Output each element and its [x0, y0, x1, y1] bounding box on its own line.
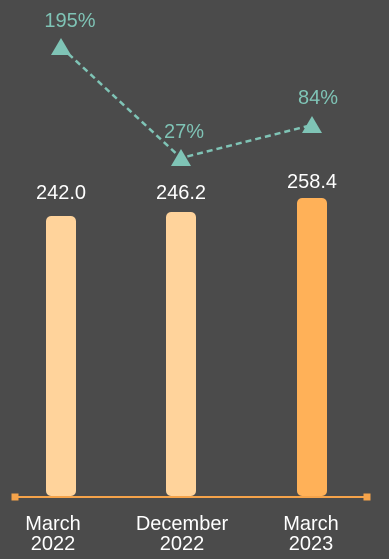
bar-2	[166, 212, 196, 496]
bar-3	[297, 198, 327, 496]
x-axis-cap-2	[363, 493, 371, 501]
bar-value-label-1: 242.0	[36, 182, 86, 204]
percent-label-3: 84%	[298, 87, 338, 109]
bar-value-label-2: 246.2	[156, 182, 206, 204]
x-axis	[11, 493, 371, 501]
percent-marker-1	[51, 38, 71, 55]
bars-group	[46, 198, 327, 496]
category-label-2: December 2022	[136, 513, 229, 555]
bar-1	[46, 216, 76, 496]
percent-label-1: 195%	[44, 10, 95, 32]
percent-marker-3	[302, 116, 322, 133]
x-axis-cap-1	[11, 493, 19, 501]
percent-marker-2	[171, 149, 191, 166]
category-label-1: March 2022	[25, 513, 81, 555]
percent-line-group: 195% 27% 84%	[44, 10, 338, 166]
percent-label-2: 27%	[164, 121, 204, 143]
bar-value-label-3: 258.4	[287, 171, 337, 193]
category-label-3: March 2023	[283, 513, 339, 555]
bar-labels-group: 242.0 246.2 258.4	[36, 171, 337, 204]
category-labels-group: March 2022 December 2022 March 2023	[25, 513, 339, 555]
